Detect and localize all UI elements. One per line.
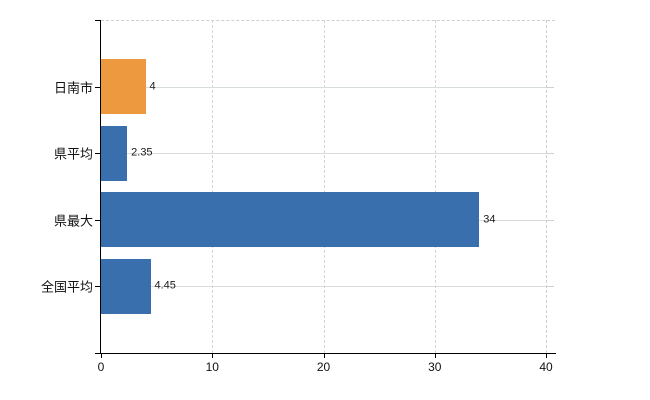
right-tick [546, 219, 554, 221]
bar [101, 192, 480, 248]
right-tick [546, 286, 554, 288]
x-axis-tick [434, 353, 436, 358]
right-tick [546, 153, 554, 155]
category-label: 日南市 [53, 80, 93, 96]
category-label: 県最大 [53, 213, 93, 229]
plot-right-border [546, 20, 547, 353]
horizontal-gridline [101, 286, 546, 288]
plot-top-border [101, 20, 555, 21]
x-axis-line [95, 353, 556, 354]
left-tick [95, 20, 101, 21]
x-tick-label: 20 [316, 360, 331, 374]
bar [101, 258, 151, 314]
horizontal-gridline [101, 86, 546, 88]
vertical-gridline [212, 20, 214, 353]
bar-value-label: 4 [149, 80, 156, 93]
bar-value-label: 2.35 [131, 146, 153, 159]
bar-value-label: 34 [483, 213, 496, 226]
x-tick-label: 40 [539, 360, 553, 374]
right-tick [546, 86, 554, 88]
left-tick [95, 219, 101, 221]
x-axis-tick [101, 353, 102, 358]
x-tick-label: 0 [97, 360, 105, 374]
left-tick [95, 153, 101, 155]
category-label: 全国平均 [40, 279, 93, 295]
vertical-gridline [323, 20, 325, 353]
bar-value-label: 4.45 [154, 279, 176, 292]
x-tick-label: 30 [428, 360, 442, 374]
y-axis-line [100, 20, 101, 354]
plot-area: 4 2.35 34 4.45 [101, 20, 546, 353]
left-tick [95, 86, 101, 88]
bar [101, 59, 146, 115]
left-tick [95, 286, 101, 288]
x-axis-tick [212, 353, 214, 358]
x-axis-tick [546, 353, 547, 358]
horizontal-gridline [101, 153, 546, 155]
x-axis-tick [323, 353, 325, 358]
x-tick-label: 10 [205, 360, 219, 374]
vertical-gridline [434, 20, 436, 353]
bar [101, 125, 128, 181]
category-label: 県平均 [53, 146, 93, 162]
